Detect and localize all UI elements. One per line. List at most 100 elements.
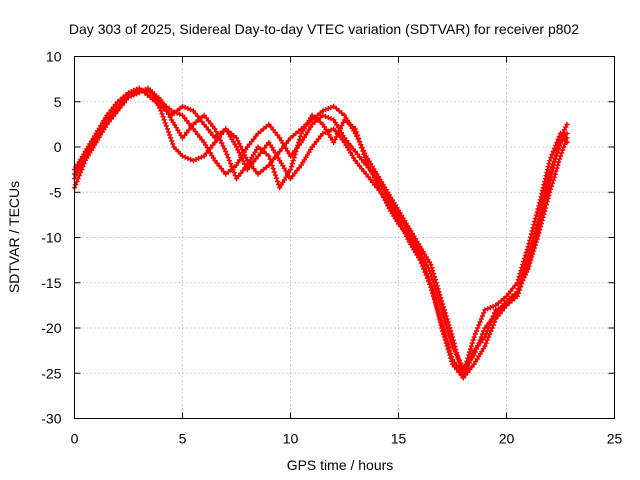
data-point bbox=[347, 121, 353, 127]
data-point bbox=[508, 288, 514, 294]
y-tick-label: -15 bbox=[41, 275, 61, 291]
data-point bbox=[182, 154, 188, 160]
data-point bbox=[441, 316, 447, 322]
data-point bbox=[203, 115, 209, 121]
data-point bbox=[531, 245, 537, 251]
data-point bbox=[498, 298, 504, 304]
data-point bbox=[446, 349, 452, 355]
data-point bbox=[375, 183, 381, 189]
data-point bbox=[363, 171, 369, 177]
data-point bbox=[470, 337, 476, 343]
data-point bbox=[220, 143, 226, 149]
data-point bbox=[332, 137, 338, 143]
data-point bbox=[421, 262, 427, 268]
data-point bbox=[564, 130, 570, 137]
data-point bbox=[196, 155, 202, 161]
data-point bbox=[548, 168, 554, 174]
data-point bbox=[309, 112, 315, 118]
data-point bbox=[287, 167, 294, 173]
data-point bbox=[255, 171, 261, 177]
data-point bbox=[365, 174, 371, 180]
data-point bbox=[539, 217, 545, 223]
data-point bbox=[467, 346, 474, 352]
data-point bbox=[249, 139, 255, 145]
data-point bbox=[255, 130, 261, 136]
data-point bbox=[473, 328, 480, 334]
data-point bbox=[288, 164, 294, 170]
data-point bbox=[448, 337, 454, 343]
data-point bbox=[251, 166, 257, 172]
data-point bbox=[469, 364, 475, 370]
data-point bbox=[535, 206, 541, 212]
data-point bbox=[515, 277, 521, 283]
data-point bbox=[472, 331, 478, 337]
data-point bbox=[235, 138, 241, 144]
data-point bbox=[535, 219, 541, 225]
data-point bbox=[418, 256, 424, 262]
data-point bbox=[218, 166, 224, 172]
data-point bbox=[291, 155, 297, 161]
data-point bbox=[355, 135, 362, 141]
data-point bbox=[262, 145, 268, 151]
data-point bbox=[205, 118, 211, 124]
x-tick-label: 25 bbox=[607, 431, 623, 447]
data-point bbox=[230, 167, 236, 173]
data-point bbox=[290, 173, 296, 179]
data-point bbox=[452, 349, 458, 355]
data-point bbox=[77, 163, 83, 169]
data-point bbox=[287, 135, 294, 141]
data-point bbox=[273, 175, 280, 181]
data-point bbox=[166, 132, 173, 138]
data-point bbox=[201, 121, 207, 127]
data-point bbox=[73, 182, 79, 188]
data-point bbox=[449, 343, 456, 349]
data-point bbox=[493, 307, 499, 313]
data-point bbox=[444, 343, 450, 349]
data-point bbox=[446, 331, 452, 337]
data-point bbox=[370, 179, 376, 185]
data-point bbox=[169, 138, 175, 144]
data-point bbox=[115, 99, 121, 105]
data-point bbox=[104, 112, 110, 118]
data-point bbox=[339, 122, 345, 129]
data-point bbox=[501, 303, 507, 310]
data-point bbox=[456, 369, 462, 375]
data-point bbox=[328, 104, 334, 110]
data-point bbox=[452, 364, 458, 370]
data-point bbox=[521, 275, 527, 281]
data-point bbox=[490, 303, 496, 310]
data-point bbox=[201, 112, 207, 118]
data-point bbox=[155, 101, 161, 107]
data-point bbox=[370, 172, 376, 178]
data-point bbox=[402, 229, 408, 235]
data-point bbox=[442, 319, 448, 325]
data-point bbox=[144, 92, 150, 98]
data-point bbox=[210, 132, 216, 138]
data-point bbox=[266, 121, 272, 127]
data-point bbox=[171, 110, 177, 116]
data-point bbox=[530, 251, 536, 257]
data-point bbox=[371, 174, 377, 181]
data-point bbox=[235, 147, 241, 153]
data-point bbox=[198, 115, 204, 121]
data-point bbox=[323, 107, 329, 113]
data-point bbox=[548, 183, 555, 189]
data-point bbox=[549, 180, 555, 186]
data-point bbox=[331, 103, 337, 109]
data-point bbox=[253, 133, 259, 139]
data-point bbox=[160, 114, 166, 120]
data-point bbox=[179, 103, 186, 109]
data-point bbox=[134, 89, 140, 95]
data-point bbox=[309, 121, 315, 127]
data-point bbox=[501, 296, 507, 302]
data-point bbox=[328, 127, 334, 133]
data-point bbox=[542, 208, 548, 214]
data-point bbox=[537, 210, 543, 216]
data-point bbox=[184, 129, 190, 136]
data-point bbox=[564, 135, 570, 141]
data-point bbox=[541, 182, 547, 188]
data-point bbox=[219, 140, 225, 146]
data-point bbox=[372, 177, 379, 183]
data-point bbox=[424, 271, 430, 277]
data-point bbox=[203, 124, 209, 130]
